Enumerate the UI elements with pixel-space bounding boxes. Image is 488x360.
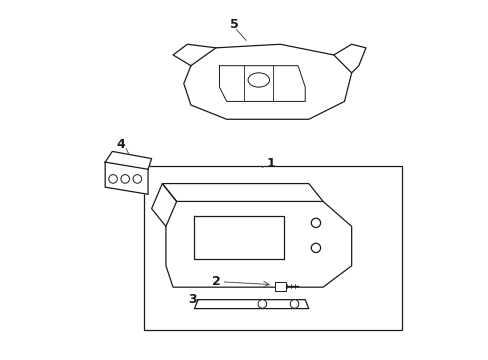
Text: 3: 3: [188, 293, 197, 306]
Circle shape: [121, 175, 129, 183]
Circle shape: [290, 300, 298, 308]
Polygon shape: [183, 44, 351, 119]
Text: 1: 1: [266, 157, 275, 170]
Polygon shape: [165, 202, 351, 287]
Polygon shape: [151, 184, 176, 226]
Circle shape: [133, 175, 142, 183]
Bar: [144, 166, 401, 330]
Circle shape: [108, 175, 117, 183]
Polygon shape: [162, 184, 323, 202]
Bar: [274, 282, 285, 291]
Circle shape: [258, 300, 266, 308]
Text: 4: 4: [117, 138, 125, 151]
Polygon shape: [105, 152, 151, 169]
Polygon shape: [105, 162, 148, 194]
Circle shape: [311, 243, 320, 252]
Circle shape: [311, 218, 320, 228]
Ellipse shape: [247, 73, 269, 87]
Polygon shape: [194, 300, 308, 309]
Text: 2: 2: [211, 275, 220, 288]
Text: 5: 5: [230, 18, 238, 31]
